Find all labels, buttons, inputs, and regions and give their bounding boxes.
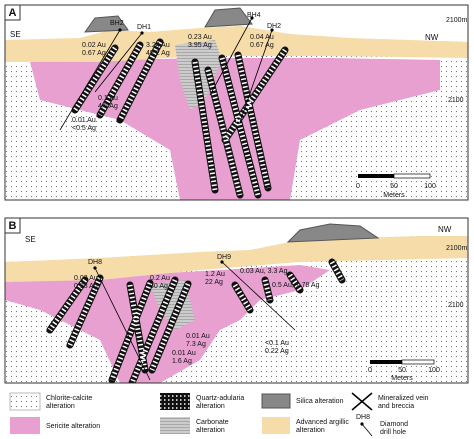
assay: 0.03 Au (74, 275, 98, 282)
orientation: SE (10, 30, 21, 39)
legend-swatch (10, 417, 40, 434)
elevation: 2100m (446, 17, 468, 24)
panel-label: B (9, 220, 17, 232)
assay: 0.2 Au (150, 275, 170, 282)
assay: 0.1 Au (98, 95, 118, 102)
assay: 0.67 Ag (82, 50, 106, 57)
scale-unit: Meters (391, 375, 413, 382)
elevation: 2100m (446, 245, 468, 252)
scale-tick: 0 (356, 183, 360, 190)
assay: 0.03 Au, 3.3 Ag (240, 268, 288, 275)
assay: 0.01 Au (72, 117, 96, 124)
legend-swatch (351, 392, 373, 411)
legend-label: Mineralized vein (378, 395, 429, 402)
assay: 0.02 Au (82, 42, 106, 49)
assay: 4.5 Ag (98, 103, 118, 110)
silica-cap (286, 223, 380, 243)
orientation: SE (25, 235, 36, 244)
assay: 0.01 Au (186, 333, 210, 340)
legend: Chlorite-calcite alteration Quartz-adula… (9, 392, 429, 437)
legend-swatch (361, 423, 373, 437)
legend-swatch (262, 417, 290, 434)
legend-swatch (9, 392, 41, 411)
assay: 49.2 Ag (146, 50, 170, 57)
legend-swatch (261, 393, 291, 409)
legend-label: Quartz-adularia (196, 395, 244, 402)
assay: 30 Ag (150, 283, 168, 290)
panel-frame (4, 217, 469, 384)
scale-tick: 100 (428, 367, 440, 374)
assay: 0.22 Ag (265, 348, 289, 355)
argillic-zone (5, 236, 468, 282)
elevation: 2100 (448, 302, 464, 309)
drill-holes (59, 17, 273, 131)
hole-id: DH9 (217, 254, 231, 261)
scale-bar (358, 173, 431, 179)
assay: 22 Ag (205, 279, 223, 286)
panel-b-geology (5, 218, 468, 383)
legend-swatch (160, 417, 190, 434)
panel-label: A (9, 7, 17, 19)
veins (46, 258, 346, 383)
assay: <0.1 Au (265, 340, 289, 347)
scale-tick: 50 (390, 183, 398, 190)
assay: 3.24 Au (146, 42, 170, 49)
legend-label: Diamond (380, 421, 408, 428)
legend-label: and breccia (378, 403, 414, 410)
legend-label: drill hole (380, 429, 406, 436)
assay: 0.04 Au (250, 34, 274, 41)
assay: 0.67 Ag (250, 42, 274, 49)
hole-id: BH4 (247, 12, 261, 19)
assay: 7.3 Ag (186, 341, 206, 348)
veins (71, 38, 289, 199)
assay: 0.01 Au (172, 350, 196, 357)
hole-id: BH2 (110, 20, 124, 27)
scale-unit: Meters (383, 192, 405, 199)
legend-swatch (160, 393, 190, 410)
silica-cap (204, 7, 253, 28)
assay: 0.98 Ag (74, 283, 98, 290)
elevation: 2100 (448, 97, 464, 104)
legend-label: alteration (196, 427, 225, 434)
assay: 1.6 Ag (172, 358, 192, 365)
hole-id: DH8 (88, 259, 102, 266)
panel-frame (4, 4, 469, 201)
legend-label: Chlorite-calcite (46, 395, 92, 402)
legend-label: Silica alteration (296, 398, 344, 405)
legend-label: Sericite alteration (46, 423, 100, 430)
legend-label: Carbonate (196, 419, 229, 426)
hole-id: DH2 (267, 23, 281, 30)
scale-tick: 100 (424, 183, 436, 190)
panel-a-geology (5, 5, 468, 200)
legend-label: alteration (296, 427, 325, 434)
assay: 3.95 Ag (188, 42, 212, 49)
scale-tick: 50 (398, 367, 406, 374)
assay: 0.5 Au, 1.78 Ag (272, 282, 320, 289)
legend-label: alteration (196, 403, 225, 410)
orientation: NW (425, 33, 439, 42)
silica-cap (83, 15, 129, 33)
hole-id: DH1 (137, 24, 151, 31)
drill-holes (94, 261, 296, 381)
argillic-zone (5, 26, 468, 62)
legend-label: alteration (46, 403, 75, 410)
panel-tag (4, 217, 21, 234)
assay: 1.2 Au (205, 271, 225, 278)
scale-tick: 0 (368, 367, 372, 374)
assay: <0.5 Ag (72, 125, 96, 132)
legend-label: Advanced argillic (296, 419, 349, 426)
legend-icon-label: DH8 (356, 414, 370, 421)
scale-bar (370, 359, 435, 365)
panel-tag (4, 4, 21, 21)
assay: 0.23 Au (188, 34, 212, 41)
orientation: NW (438, 225, 452, 234)
